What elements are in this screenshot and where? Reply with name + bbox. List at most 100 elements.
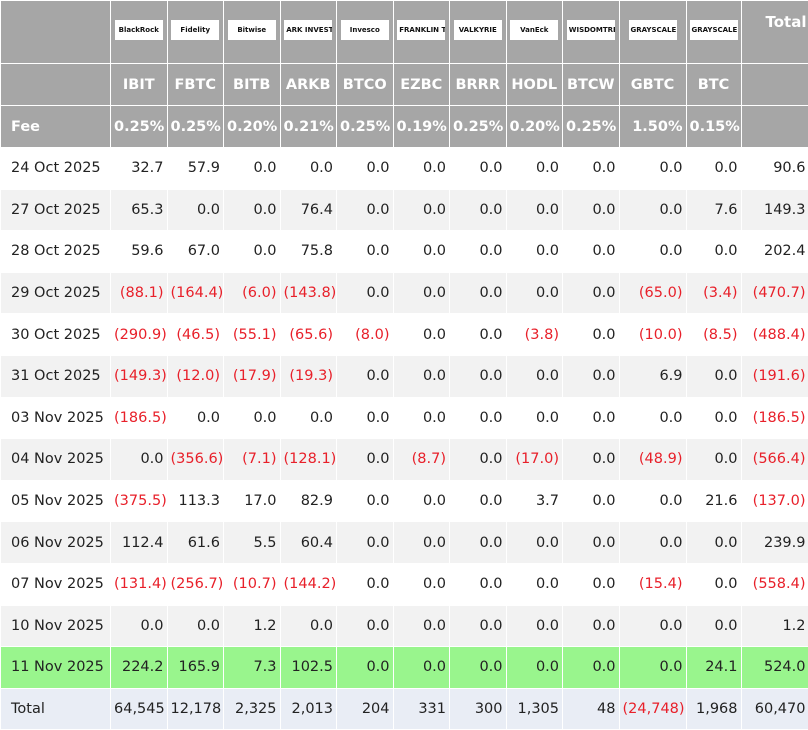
flow: 0.0 (450, 563, 507, 605)
flow: 0.0 (393, 605, 450, 647)
flow: 0.0 (224, 231, 281, 273)
flow: 0.0 (393, 397, 450, 439)
ticker: BITB (224, 64, 281, 106)
flow: 0.0 (450, 439, 507, 481)
flow: (488.4) (741, 314, 808, 356)
logo: Bitwise (228, 20, 276, 40)
flow: 0.0 (450, 355, 507, 397)
fee: 0.20% (224, 106, 281, 148)
flow: 0.0 (393, 480, 450, 522)
corner (1, 64, 111, 106)
flow: (48.9) (619, 439, 686, 481)
flow: (186.5) (741, 397, 808, 439)
total-flow: 64,545 (111, 688, 168, 729)
flow: (256.7) (167, 563, 224, 605)
flow: (8.5) (686, 314, 741, 356)
date: 10 Nov 2025 (1, 605, 111, 647)
flow: 0.0 (563, 647, 620, 689)
flow: (12.0) (167, 355, 224, 397)
flow: (143.8) (280, 272, 337, 314)
logo-cell: VanEck (506, 1, 563, 64)
logo: VALKYRIE (454, 20, 502, 40)
ticker: BRRR (450, 64, 507, 106)
total-flow: 60,470 (741, 688, 808, 729)
flow: 0.0 (337, 355, 394, 397)
flow: 0.0 (619, 148, 686, 190)
ticker: HODL (506, 64, 563, 106)
flow: (137.0) (741, 480, 808, 522)
flow: 59.6 (111, 231, 168, 273)
flow: 0.0 (619, 397, 686, 439)
flow: 0.0 (450, 480, 507, 522)
flow: (8.7) (393, 439, 450, 481)
flow: (558.4) (741, 563, 808, 605)
flow: 0.0 (506, 148, 563, 190)
ticker: IBIT (111, 64, 168, 106)
flow: 0.0 (563, 439, 620, 481)
date: 11 Nov 2025 (1, 647, 111, 689)
date: 06 Nov 2025 (1, 522, 111, 564)
flow: 0.0 (337, 563, 394, 605)
logo: Invesco (341, 20, 389, 40)
flow: 165.9 (167, 647, 224, 689)
fee: 0.25% (450, 106, 507, 148)
fee: 1.50% (619, 106, 686, 148)
flow: 0.0 (563, 480, 620, 522)
flow: 0.0 (563, 605, 620, 647)
flow: (10.0) (619, 314, 686, 356)
flow: (149.3) (111, 355, 168, 397)
data-row: 30 Oct 2025(290.9)(46.5)(55.1)(65.6)(8.0… (1, 314, 808, 356)
ticker: EZBC (393, 64, 450, 106)
flow: 0.0 (619, 189, 686, 231)
total-flow: 2,325 (224, 688, 281, 729)
flow: 0.0 (280, 605, 337, 647)
flow: 3.7 (506, 480, 563, 522)
logo-cell: GRAYSCALE (686, 1, 741, 64)
total-flow: 12,178 (167, 688, 224, 729)
fee-label: Fee (1, 106, 111, 148)
flow: 7.3 (224, 647, 281, 689)
logo: GRAYSCALE (629, 20, 677, 40)
flow: 0.0 (563, 522, 620, 564)
flow: 0.0 (506, 647, 563, 689)
date: 31 Oct 2025 (1, 355, 111, 397)
flow: 239.9 (741, 522, 808, 564)
flow: 0.0 (393, 522, 450, 564)
flow: 0.0 (563, 148, 620, 190)
flow: 202.4 (741, 231, 808, 273)
flow: 0.0 (506, 522, 563, 564)
logo: ARK INVEST (284, 20, 332, 40)
total-flow: 300 (450, 688, 507, 729)
blank (741, 106, 808, 148)
flow: (290.9) (111, 314, 168, 356)
date: 03 Nov 2025 (1, 397, 111, 439)
flow: 0.0 (450, 314, 507, 356)
logo: GRAYSCALE (690, 20, 738, 40)
total-flow: 1,968 (686, 688, 741, 729)
flow: 0.0 (337, 189, 394, 231)
date: 29 Oct 2025 (1, 272, 111, 314)
flow: 0.0 (686, 605, 741, 647)
flow: 0.0 (337, 397, 394, 439)
flow: (3.4) (686, 272, 741, 314)
fee: 0.20% (506, 106, 563, 148)
logo-cell: WISDOMTREE (563, 1, 620, 64)
flow: 0.0 (167, 397, 224, 439)
flow: 0.0 (224, 148, 281, 190)
flow: 0.0 (337, 522, 394, 564)
flow: 0.0 (450, 397, 507, 439)
total-label: Total (1, 688, 111, 729)
flow: 0.0 (619, 231, 686, 273)
total-flow: 204 (337, 688, 394, 729)
flow: 102.5 (280, 647, 337, 689)
date: 07 Nov 2025 (1, 563, 111, 605)
flow: 0.0 (506, 231, 563, 273)
